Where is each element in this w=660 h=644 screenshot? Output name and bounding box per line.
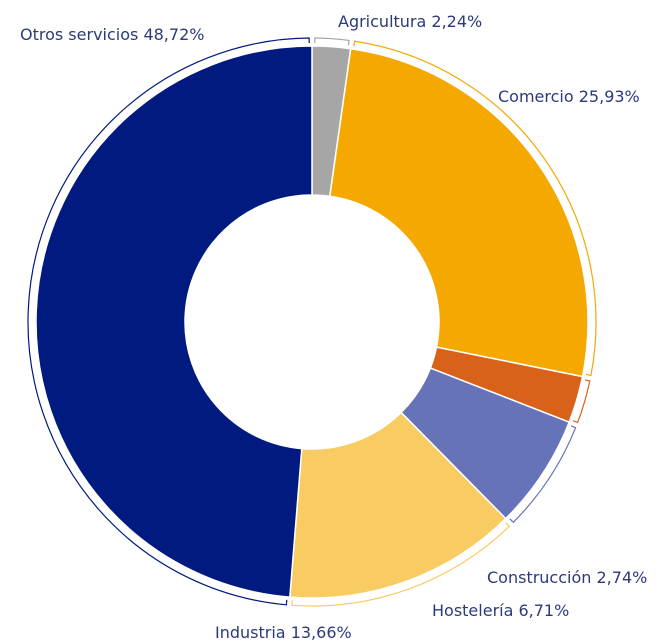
value-label: 6,71% [518,601,569,620]
value-label: 25,93% [579,87,640,106]
category-name: Construcción [487,568,591,587]
slice [328,47,589,378]
slice-label: Comercio 25,93% [498,87,640,106]
slice [289,411,507,599]
category-name: Industria [215,623,286,642]
value-label: 48,72% [143,25,204,44]
label-bracket [314,37,350,46]
label-bracket [353,40,597,377]
category-name: Otros servicios [20,25,138,44]
label-bracket [291,522,511,607]
value-label: 2,74% [597,568,648,587]
slice-label: Otros servicios 48,72% [20,25,204,44]
category-name: Hostelería [432,601,513,620]
value-label: 13,66% [291,623,352,642]
slice-label: Industria 13,66% [215,623,352,642]
slice [35,45,313,598]
slice-label: Construcción 2,74% [487,568,647,587]
slice-label: Hostelería 6,71% [432,601,569,620]
label-bracket [572,379,591,424]
label-bracket [509,425,577,524]
label-bracket [27,37,310,606]
value-label: 2,24% [431,12,482,31]
category-name: Agricultura [338,12,426,31]
category-name: Comercio [498,87,574,106]
slice-label: Agricultura 2,24% [338,12,482,31]
